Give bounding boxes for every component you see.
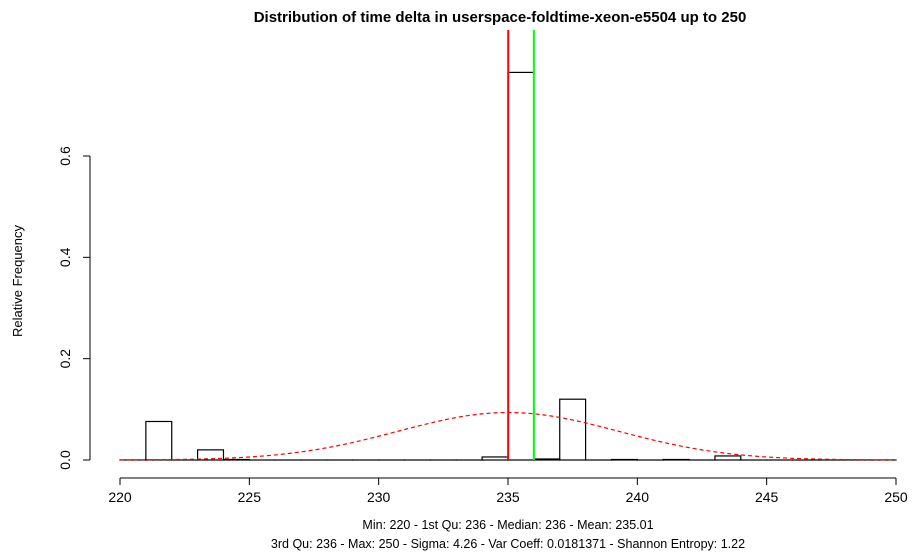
y-tick-label: 0.0: [57, 450, 73, 470]
histogram-bar: [145, 420, 173, 461]
x-tick-label: 235: [496, 489, 520, 505]
x-tick-label: 240: [626, 489, 650, 505]
stats-line-2: 3rd Qu: 236 - Max: 250 - Sigma: 4.26 - V…: [271, 537, 745, 551]
stats-line-1: Min: 220 - 1st Qu: 236 - Median: 236 - M…: [362, 518, 653, 532]
x-axis: 220 225 230 235 240 245 250: [108, 477, 908, 505]
y-tick-label: 0.6: [57, 146, 73, 166]
x-tick-label: 250: [884, 489, 908, 505]
vertical-lines: [507, 30, 535, 460]
x-tick-label: 220: [108, 489, 132, 505]
histogram-bar: [559, 398, 587, 461]
chart-title: Distribution of time delta in userspace-…: [254, 9, 747, 26]
histogram-bar: [197, 449, 225, 461]
x-tick-label: 245: [755, 489, 779, 505]
histogram-bar: [222, 458, 250, 461]
y-axis-label: Relative Frequency: [10, 225, 25, 337]
histogram-bar: [507, 71, 535, 461]
histogram-bar: [481, 456, 509, 461]
histogram-bar: [533, 458, 561, 461]
x-tick-label: 230: [367, 489, 391, 505]
y-axis: 0.0 0.2 0.4 0.6: [57, 146, 91, 470]
histogram-bar: [662, 458, 690, 461]
x-tick-label: 225: [238, 489, 262, 505]
y-tick-label: 0.4: [57, 247, 73, 267]
histogram-bar: [714, 455, 742, 461]
histogram-bar: [610, 458, 638, 461]
y-tick-label: 0.2: [57, 349, 73, 369]
